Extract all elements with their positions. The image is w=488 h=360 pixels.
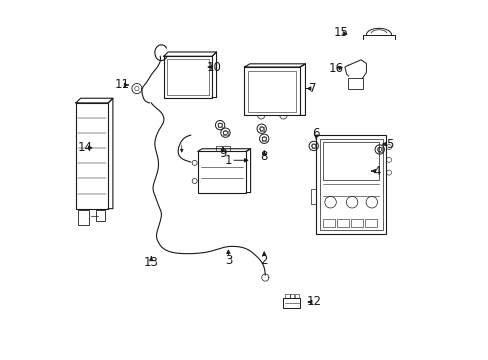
Bar xyxy=(78,211,89,225)
Text: 12: 12 xyxy=(306,296,321,309)
Text: 11: 11 xyxy=(115,78,130,91)
Text: 6: 6 xyxy=(312,127,319,140)
Text: 8: 8 xyxy=(260,150,267,163)
Bar xyxy=(216,146,229,151)
Text: 14: 14 xyxy=(77,141,92,154)
Bar xyxy=(365,219,376,226)
Bar xyxy=(198,151,246,193)
Text: 5: 5 xyxy=(385,138,393,150)
Bar xyxy=(310,189,316,204)
Bar xyxy=(76,103,108,209)
Bar xyxy=(223,131,227,135)
Text: 1: 1 xyxy=(224,154,232,167)
Bar xyxy=(247,71,296,112)
Bar xyxy=(218,123,222,127)
Text: 13: 13 xyxy=(143,256,159,269)
Text: 9: 9 xyxy=(219,147,226,159)
Bar xyxy=(96,211,104,221)
Text: 4: 4 xyxy=(373,165,380,177)
Text: 3: 3 xyxy=(224,254,232,267)
Bar xyxy=(244,67,300,116)
Text: 2: 2 xyxy=(260,254,267,267)
Bar xyxy=(166,59,209,95)
Bar xyxy=(259,127,263,131)
Bar xyxy=(319,139,382,230)
Bar xyxy=(311,144,315,148)
Bar xyxy=(377,148,381,152)
Bar xyxy=(163,56,212,98)
Text: 15: 15 xyxy=(333,27,348,40)
Bar xyxy=(262,137,266,141)
Bar xyxy=(350,219,362,226)
Bar xyxy=(285,294,289,298)
Text: 10: 10 xyxy=(206,60,221,73)
Bar xyxy=(337,219,348,226)
Text: 16: 16 xyxy=(328,62,343,75)
Bar xyxy=(294,294,299,298)
Text: 7: 7 xyxy=(308,82,316,95)
Bar xyxy=(283,298,300,308)
Bar xyxy=(348,78,362,89)
Bar xyxy=(289,294,294,298)
Bar xyxy=(323,142,378,180)
Bar xyxy=(323,219,334,226)
Bar xyxy=(316,135,386,234)
